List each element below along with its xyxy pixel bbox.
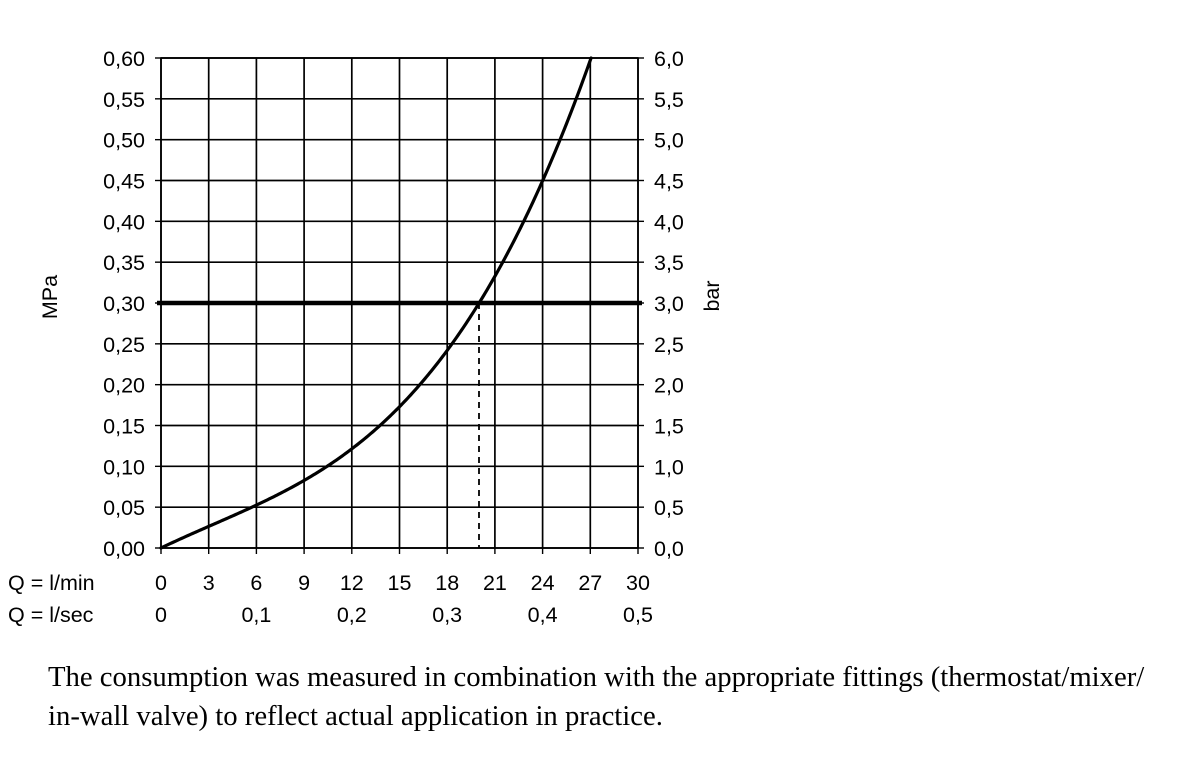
svg-text:0,0: 0,0 <box>654 537 684 561</box>
svg-text:0,1: 0,1 <box>241 603 271 627</box>
svg-text:1,0: 1,0 <box>654 455 684 479</box>
svg-text:0,35: 0,35 <box>103 251 145 275</box>
svg-text:5,0: 5,0 <box>654 129 684 153</box>
svg-text:0,45: 0,45 <box>103 170 145 194</box>
svg-text:0,05: 0,05 <box>103 496 145 520</box>
svg-text:0,60: 0,60 <box>103 47 145 71</box>
svg-text:0,2: 0,2 <box>337 603 367 627</box>
svg-text:9: 9 <box>298 571 310 595</box>
svg-text:bar: bar <box>700 280 724 311</box>
svg-text:MPa: MPa <box>38 275 62 319</box>
svg-text:1,5: 1,5 <box>654 415 684 439</box>
svg-text:0: 0 <box>155 571 167 595</box>
svg-text:21: 21 <box>483 571 507 595</box>
svg-text:3: 3 <box>203 571 215 595</box>
svg-text:0,5: 0,5 <box>623 603 653 627</box>
svg-text:0,15: 0,15 <box>103 415 145 439</box>
svg-text:0,40: 0,40 <box>103 210 145 234</box>
svg-text:0,00: 0,00 <box>103 537 145 561</box>
svg-text:0,55: 0,55 <box>103 88 145 112</box>
svg-text:3,5: 3,5 <box>654 251 684 275</box>
svg-text:0,4: 0,4 <box>528 603 558 627</box>
svg-text:4,5: 4,5 <box>654 170 684 194</box>
svg-text:Q = l/min: Q = l/min <box>8 571 95 595</box>
svg-text:0,50: 0,50 <box>103 129 145 153</box>
svg-text:30: 30 <box>626 571 650 595</box>
svg-text:12: 12 <box>340 571 364 595</box>
svg-text:27: 27 <box>578 571 602 595</box>
svg-text:2,0: 2,0 <box>654 374 684 398</box>
svg-text:6: 6 <box>250 571 262 595</box>
svg-text:0: 0 <box>155 603 167 627</box>
svg-text:0,3: 0,3 <box>432 603 462 627</box>
svg-text:0,30: 0,30 <box>103 292 145 316</box>
svg-text:4,0: 4,0 <box>654 210 684 234</box>
svg-text:3,0: 3,0 <box>654 292 684 316</box>
svg-text:Q = l/sec: Q = l/sec <box>8 603 94 627</box>
svg-text:0,10: 0,10 <box>103 455 145 479</box>
svg-text:24: 24 <box>531 571 555 595</box>
svg-text:6,0: 6,0 <box>654 47 684 71</box>
svg-text:0,25: 0,25 <box>103 333 145 357</box>
svg-text:2,5: 2,5 <box>654 333 684 357</box>
svg-text:0,20: 0,20 <box>103 374 145 398</box>
svg-text:0,5: 0,5 <box>654 496 684 520</box>
svg-text:15: 15 <box>388 571 412 595</box>
svg-text:5,5: 5,5 <box>654 88 684 112</box>
svg-text:18: 18 <box>435 571 459 595</box>
